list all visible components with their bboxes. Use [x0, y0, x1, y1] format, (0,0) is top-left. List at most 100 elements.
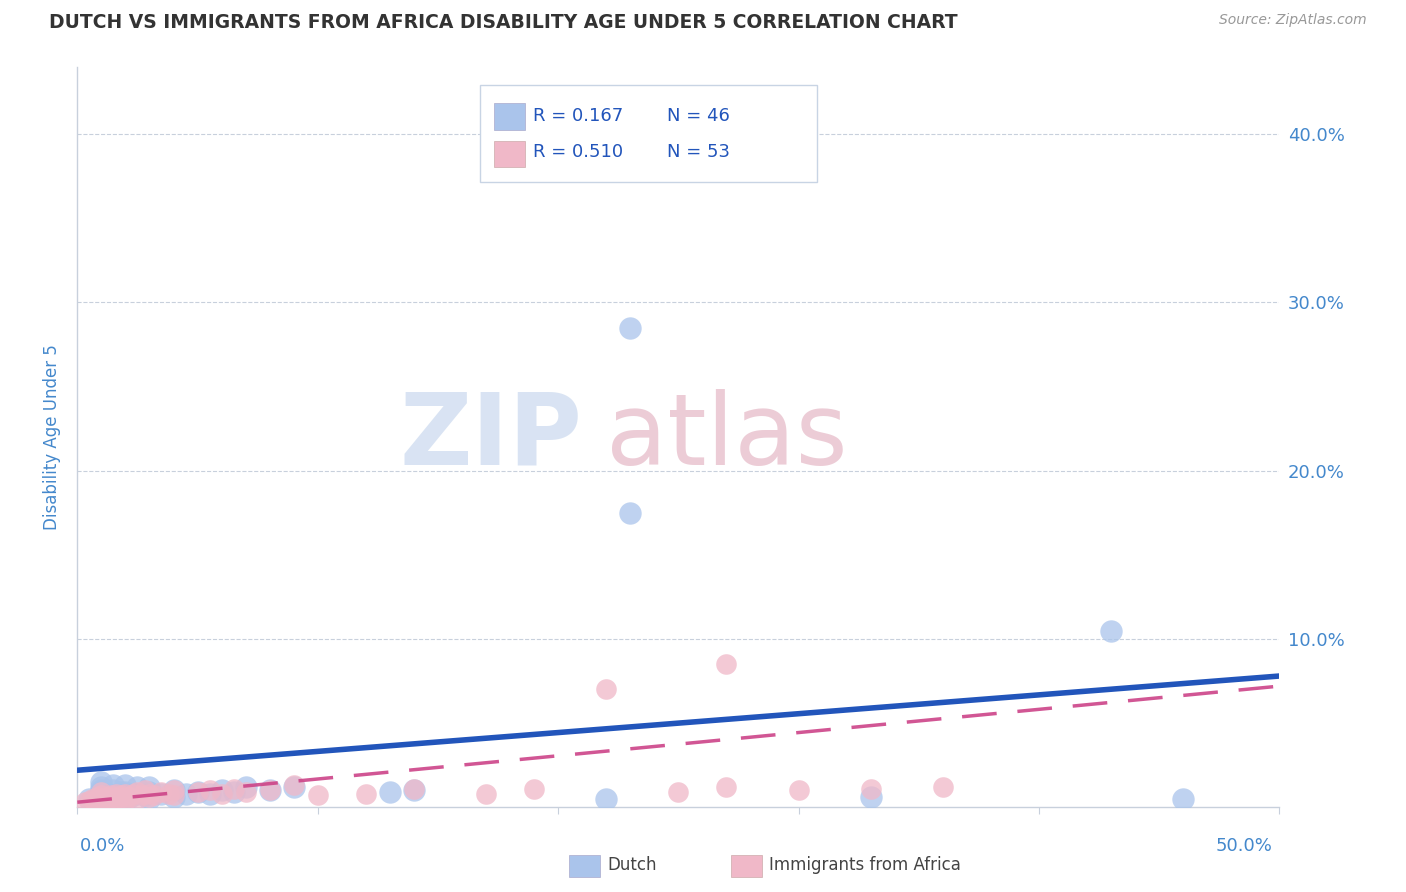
Point: [138, 792, 160, 806]
Text: N = 46: N = 46: [666, 107, 730, 125]
Point: [162, 783, 184, 797]
Point: [131, 789, 153, 803]
Text: Dutch: Dutch: [607, 856, 657, 874]
Point: [86, 790, 108, 805]
Point: [668, 785, 690, 799]
Point: [198, 787, 221, 801]
Point: [120, 790, 142, 805]
Point: [211, 783, 233, 797]
Point: [150, 787, 173, 801]
Point: [80, 792, 103, 806]
Point: [595, 792, 617, 806]
Point: [114, 785, 136, 799]
Point: [143, 789, 166, 803]
Point: [103, 778, 125, 792]
Point: [174, 787, 197, 801]
Point: [259, 783, 281, 797]
Text: 50.0%: 50.0%: [1216, 837, 1272, 855]
Point: [157, 787, 180, 801]
Point: [402, 783, 425, 797]
Point: [595, 682, 617, 697]
Point: [97, 792, 120, 806]
Point: [187, 785, 209, 799]
Point: [90, 789, 112, 803]
Point: [90, 795, 112, 809]
Text: atlas: atlas: [606, 389, 848, 485]
Point: [354, 787, 377, 801]
Point: [716, 657, 738, 672]
Text: Immigrants from Africa: Immigrants from Africa: [769, 856, 960, 874]
Point: [114, 778, 136, 792]
Point: [523, 781, 546, 796]
Point: [79, 793, 101, 807]
Point: [1173, 792, 1195, 806]
Point: [162, 789, 184, 803]
Point: [127, 792, 149, 806]
Point: [83, 793, 105, 807]
Point: [110, 785, 132, 799]
Point: [716, 780, 738, 794]
Point: [222, 781, 245, 796]
Point: [121, 787, 143, 801]
Point: [90, 775, 112, 789]
Point: [103, 789, 125, 803]
Point: [1099, 624, 1122, 638]
Point: [138, 787, 160, 801]
Point: [87, 792, 110, 806]
Point: [114, 793, 136, 807]
Point: [87, 790, 110, 805]
Point: [103, 792, 125, 806]
Point: [97, 787, 120, 801]
Point: [90, 780, 112, 794]
Point: [114, 793, 136, 807]
Point: [134, 783, 156, 797]
Point: [96, 793, 118, 807]
Point: [127, 787, 149, 801]
Point: [114, 789, 136, 803]
Text: Source: ZipAtlas.com: Source: ZipAtlas.com: [1219, 13, 1367, 28]
Point: [103, 793, 125, 807]
Text: ZIP: ZIP: [399, 389, 582, 485]
Text: N = 53: N = 53: [666, 144, 730, 161]
Point: [114, 790, 136, 805]
Point: [787, 783, 810, 797]
Point: [235, 780, 257, 794]
Text: R = 0.167: R = 0.167: [533, 107, 624, 125]
Point: [198, 783, 221, 797]
Point: [86, 793, 108, 807]
Point: [90, 792, 112, 806]
Point: [134, 789, 156, 803]
Point: [402, 781, 425, 796]
Point: [90, 795, 112, 809]
Point: [283, 780, 305, 794]
Point: [104, 787, 127, 801]
Text: R = 0.510: R = 0.510: [533, 144, 624, 161]
Point: [162, 783, 184, 797]
Point: [120, 790, 142, 805]
Point: [283, 778, 305, 792]
Point: [138, 785, 160, 799]
Point: [932, 780, 955, 794]
Point: [619, 320, 641, 334]
Point: [211, 787, 233, 801]
Point: [90, 792, 112, 806]
Point: [127, 785, 149, 799]
Point: [90, 789, 112, 803]
Point: [96, 793, 118, 807]
Point: [103, 783, 125, 797]
Point: [162, 790, 184, 805]
Point: [83, 795, 105, 809]
Point: [235, 785, 257, 799]
Point: [90, 785, 112, 799]
Point: [110, 789, 132, 803]
Y-axis label: Disability Age Under 5: Disability Age Under 5: [44, 344, 62, 530]
Point: [138, 790, 160, 805]
Point: [96, 790, 118, 805]
Point: [619, 506, 641, 520]
Point: [187, 785, 209, 799]
Point: [259, 783, 281, 797]
Point: [103, 790, 125, 805]
Point: [73, 795, 96, 809]
Point: [859, 781, 882, 796]
Point: [475, 787, 498, 801]
